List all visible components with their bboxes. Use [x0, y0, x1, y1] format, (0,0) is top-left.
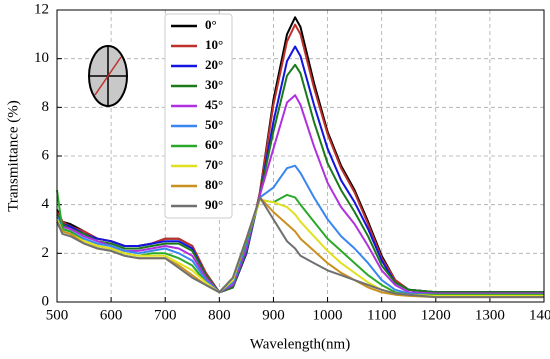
x-tick-label: 700 [154, 307, 177, 323]
legend-label: 20° [205, 57, 223, 72]
y-tick-label: 12 [34, 1, 49, 17]
series-line [56, 63, 544, 294]
x-axis-label: Wavelength(nm) [250, 336, 350, 352]
x-tick-label: 1100 [367, 307, 396, 323]
legend-label: 70° [205, 157, 223, 172]
y-tick-label: 2 [42, 245, 50, 261]
series-line [56, 164, 544, 296]
legend-label: 45° [205, 97, 223, 112]
x-tick-label: 600 [100, 307, 123, 323]
legend-label: 80° [205, 177, 223, 192]
x-tick-label: 900 [262, 307, 285, 323]
x-tick-label: 1000 [313, 307, 343, 323]
legend-label: 30° [205, 77, 223, 92]
legend-label: 10° [205, 37, 223, 52]
polarization-icon [88, 45, 128, 107]
x-tick-label: 1300 [475, 307, 505, 323]
x-tick-label: 500 [46, 307, 69, 323]
y-tick-label: 0 [42, 293, 50, 309]
series-line [56, 196, 544, 299]
legend-label: 90° [205, 197, 223, 212]
legend: 0° 10° 20° 30° 45° 50° 60° 70° 80° 90° [164, 13, 233, 219]
y-tick-label: 4 [42, 196, 50, 212]
y-tick-label: 8 [42, 99, 50, 115]
legend-label: 0° [205, 17, 217, 32]
legend-label: 50° [205, 117, 223, 132]
y-tick-label: 6 [42, 147, 50, 163]
x-tick-label: 800 [208, 307, 231, 323]
x-tick-label: 1200 [421, 307, 451, 323]
plot-frame [56, 9, 545, 303]
y-axis-label: Transmittance (%) [5, 100, 21, 212]
y-tick-label: 10 [34, 50, 49, 66]
legend-label: 60° [205, 137, 223, 152]
